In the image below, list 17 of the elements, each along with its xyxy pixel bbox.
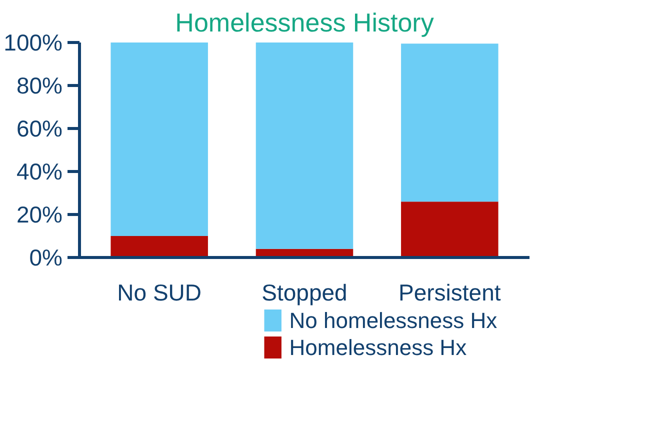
legend-label: Homelessness Hx [289,335,467,360]
bar [401,202,498,258]
y-tick-label: 20% [16,202,63,228]
chart-title: Homelessness History [175,8,434,38]
y-tick-label: 80% [16,72,63,98]
y-tick-label: 100% [4,30,63,56]
y-tick-label: 0% [29,244,63,270]
bar [110,42,208,236]
bar [401,44,498,202]
bar [110,236,208,258]
x-tick-label: Stopped [262,280,348,306]
bar [256,42,354,249]
x-tick-label: No SUD [117,280,202,306]
legend-label: No homelessness Hx [289,308,498,333]
x-tick-label: Persistent [398,280,502,306]
y-tick-label: 40% [16,158,63,184]
y-tick-label: 60% [16,116,63,142]
